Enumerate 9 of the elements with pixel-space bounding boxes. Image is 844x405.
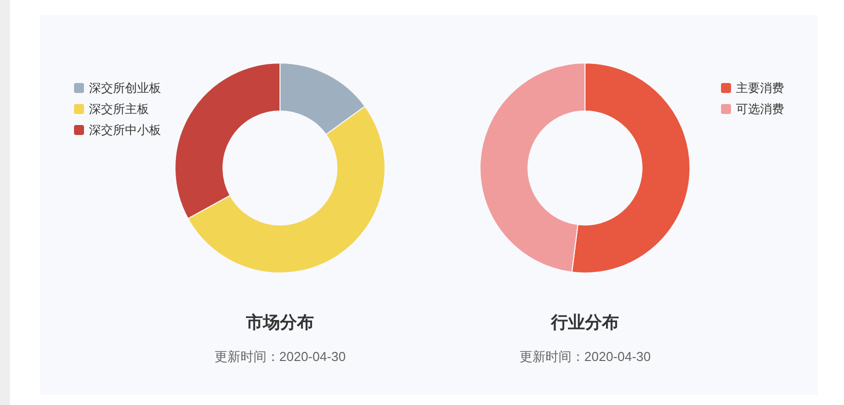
legend-label: 可选消费 — [736, 102, 784, 116]
legend-label: 深交所中小板 — [89, 123, 161, 137]
text: 更新时间：2020-04-30 — [214, 349, 346, 364]
legend-label: 深交所创业板 — [89, 81, 161, 95]
legend-label: 主要消费 — [736, 81, 784, 95]
legend-label: 深交所主板 — [89, 102, 149, 116]
text: 更新时间：2020-04-30 — [519, 349, 651, 364]
text: 行业分布 — [550, 313, 619, 332]
text: 市场分布 — [245, 313, 314, 332]
